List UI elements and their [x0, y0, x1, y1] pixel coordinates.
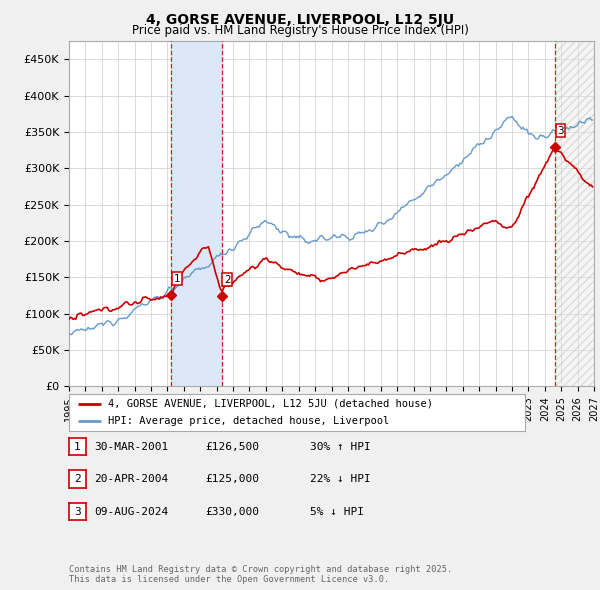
- Text: £126,500: £126,500: [205, 442, 259, 451]
- Text: 1: 1: [174, 274, 181, 284]
- Text: 2: 2: [74, 474, 81, 484]
- Text: 3: 3: [557, 126, 564, 136]
- Text: 20-APR-2004: 20-APR-2004: [94, 474, 169, 484]
- Text: 4, GORSE AVENUE, LIVERPOOL, L12 5JU (detached house): 4, GORSE AVENUE, LIVERPOOL, L12 5JU (det…: [108, 399, 433, 409]
- Text: 1: 1: [74, 442, 81, 451]
- Text: 30-MAR-2001: 30-MAR-2001: [94, 442, 169, 451]
- Bar: [554, 41, 594, 386]
- Text: 22% ↓ HPI: 22% ↓ HPI: [310, 474, 371, 484]
- Text: 2: 2: [224, 275, 230, 285]
- Text: 3: 3: [74, 507, 81, 516]
- Bar: [172, 41, 221, 386]
- Text: HPI: Average price, detached house, Liverpool: HPI: Average price, detached house, Live…: [108, 416, 389, 426]
- Text: 09-AUG-2024: 09-AUG-2024: [94, 507, 169, 516]
- Text: £330,000: £330,000: [205, 507, 259, 516]
- Text: 5% ↓ HPI: 5% ↓ HPI: [310, 507, 364, 516]
- Text: 30% ↑ HPI: 30% ↑ HPI: [310, 442, 371, 451]
- Text: Contains HM Land Registry data © Crown copyright and database right 2025.
This d: Contains HM Land Registry data © Crown c…: [69, 565, 452, 584]
- Text: 4, GORSE AVENUE, LIVERPOOL, L12 5JU: 4, GORSE AVENUE, LIVERPOOL, L12 5JU: [146, 13, 454, 27]
- Text: £125,000: £125,000: [205, 474, 259, 484]
- Bar: [554, 41, 594, 386]
- Text: Price paid vs. HM Land Registry's House Price Index (HPI): Price paid vs. HM Land Registry's House …: [131, 24, 469, 37]
